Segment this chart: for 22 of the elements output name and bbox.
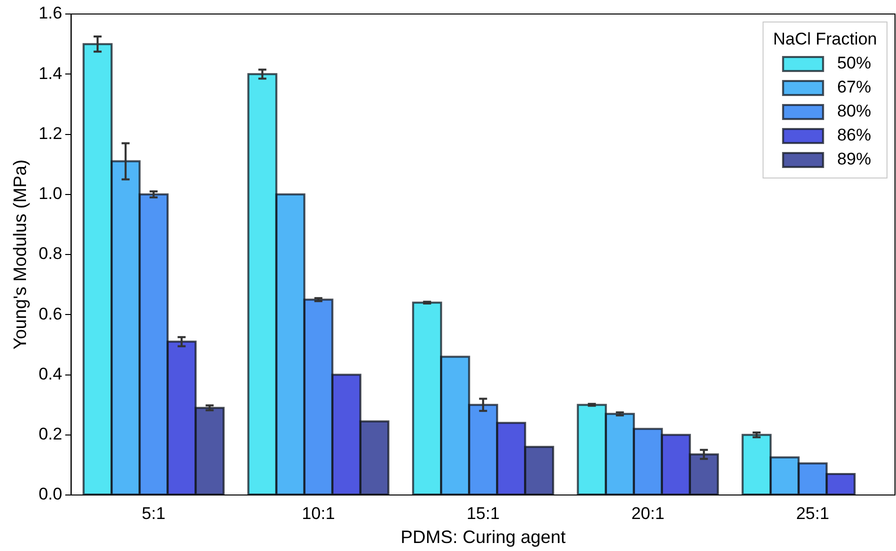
y-tick-label: 1.0 xyxy=(38,184,62,204)
x-tick-label: 20:1 xyxy=(631,504,664,523)
y-tick-label: 0.2 xyxy=(38,424,62,444)
legend-label: 67% xyxy=(837,78,872,97)
x-tick-label: 25:1 xyxy=(796,504,830,523)
y-tick-label: 1.6 xyxy=(38,4,62,23)
legend-title: NaCl Fraction xyxy=(773,30,877,49)
legend-label: 89% xyxy=(837,150,872,169)
y-tick-label: 0.6 xyxy=(38,304,62,324)
legend-label: 80% xyxy=(837,102,872,121)
legend-label: 50% xyxy=(837,54,872,73)
y-tick-label: 0.0 xyxy=(38,484,62,504)
x-tick-label: 5:1 xyxy=(142,504,166,523)
y-tick-label: 1.2 xyxy=(38,124,62,143)
legend-label: 86% xyxy=(837,126,872,145)
x-tick-label: 15:1 xyxy=(466,504,500,523)
x-tick-label: 10:1 xyxy=(302,504,335,523)
x-axis-title: PDMS: Curing agent xyxy=(400,527,566,548)
y-tick-label: 1.4 xyxy=(38,64,62,83)
y-tick-label: 0.8 xyxy=(38,244,62,264)
y-axis-title: Young's Modulus (MPa) xyxy=(10,160,30,350)
y-tick-label: 0.4 xyxy=(38,364,62,384)
